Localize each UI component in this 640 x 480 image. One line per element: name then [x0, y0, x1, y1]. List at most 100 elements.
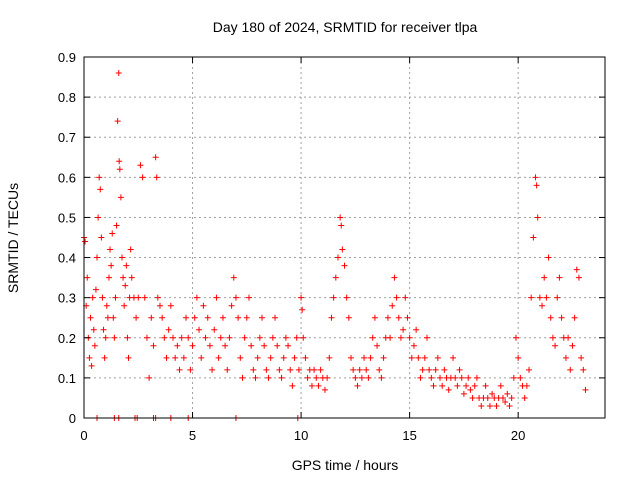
data-point [82, 238, 89, 245]
data-point [569, 342, 576, 349]
data-point [202, 334, 209, 341]
data-point [154, 294, 161, 301]
data-point [497, 382, 504, 389]
data-point [137, 162, 144, 169]
y-tick-label: 0.1 [58, 371, 76, 386]
data-point [384, 314, 391, 321]
data-point [532, 174, 539, 181]
data-point [87, 314, 94, 321]
data-point [502, 398, 509, 405]
data-point [153, 174, 160, 181]
y-tick-label: 0.2 [58, 331, 76, 346]
y-tick-label: 0.4 [58, 251, 76, 266]
data-point [248, 342, 255, 349]
data-point [278, 374, 285, 381]
data-point [180, 354, 187, 361]
data-point [376, 366, 383, 373]
data-point [530, 234, 537, 241]
y-axis-label: SRMTID / TECUs [5, 183, 21, 293]
data-point [543, 294, 550, 301]
data-point [432, 366, 439, 373]
data-point [452, 374, 459, 381]
data-point [213, 294, 220, 301]
x-tick-label: 15 [402, 428, 416, 443]
data-point [267, 354, 274, 361]
data-point [298, 294, 305, 301]
data-point [187, 366, 194, 373]
data-point [183, 314, 190, 321]
data-point [378, 374, 385, 381]
data-point [308, 382, 315, 389]
data-point [504, 390, 511, 397]
data-point [228, 302, 235, 309]
data-point [445, 386, 452, 393]
data-point [541, 274, 548, 281]
data-point [404, 314, 411, 321]
data-point [174, 342, 181, 349]
data-point [450, 354, 457, 361]
data-point [116, 166, 123, 173]
data-point [161, 334, 168, 341]
data-point [291, 354, 298, 361]
data-point [222, 342, 229, 349]
x-tick-label: 5 [189, 428, 196, 443]
data-point [139, 174, 146, 181]
data-point [389, 302, 396, 309]
data-point [91, 342, 98, 349]
data-point [508, 394, 515, 401]
data-point [441, 366, 448, 373]
data-point [408, 354, 415, 361]
data-point [567, 366, 574, 373]
data-point [285, 342, 292, 349]
data-point [98, 234, 105, 241]
data-point [428, 374, 435, 381]
data-point [191, 314, 198, 321]
data-point [128, 274, 135, 281]
data-point [417, 374, 424, 381]
data-point [250, 366, 257, 373]
data-point [95, 214, 102, 221]
data-point [317, 366, 324, 373]
data-point [339, 246, 346, 253]
data-point [239, 374, 246, 381]
data-point [97, 186, 104, 193]
data-point [406, 334, 413, 341]
data-point [265, 374, 272, 381]
data-point [565, 334, 572, 341]
data-point [204, 314, 211, 321]
data-point [256, 334, 263, 341]
data-point [193, 294, 200, 301]
data-point [219, 314, 226, 321]
data-point [391, 274, 398, 281]
chart-title: Day 180 of 2024, SRMTID for receiver tlp… [213, 19, 478, 35]
data-point [337, 214, 344, 221]
data-point [112, 294, 119, 301]
data-point [397, 334, 404, 341]
data-point [545, 254, 552, 261]
data-point [354, 382, 361, 389]
data-point [280, 354, 287, 361]
data-point [358, 374, 365, 381]
data-point [469, 394, 476, 401]
data-point [534, 214, 541, 221]
y-tick-label: 0.6 [58, 170, 76, 185]
data-point [103, 302, 110, 309]
data-point [510, 374, 517, 381]
data-point [413, 326, 420, 333]
data-point [536, 294, 543, 301]
data-point [350, 366, 357, 373]
data-point [367, 354, 374, 361]
y-tick-label: 0.8 [58, 90, 76, 105]
data-point [334, 254, 341, 261]
data-point [521, 394, 528, 401]
data-point [163, 354, 170, 361]
data-point [121, 302, 128, 309]
data-point [554, 294, 561, 301]
data-point [454, 382, 461, 389]
data-point [313, 374, 320, 381]
data-point [90, 326, 97, 333]
data-point [287, 366, 294, 373]
data-point [198, 354, 205, 361]
data-point [552, 342, 559, 349]
data-point [172, 354, 179, 361]
